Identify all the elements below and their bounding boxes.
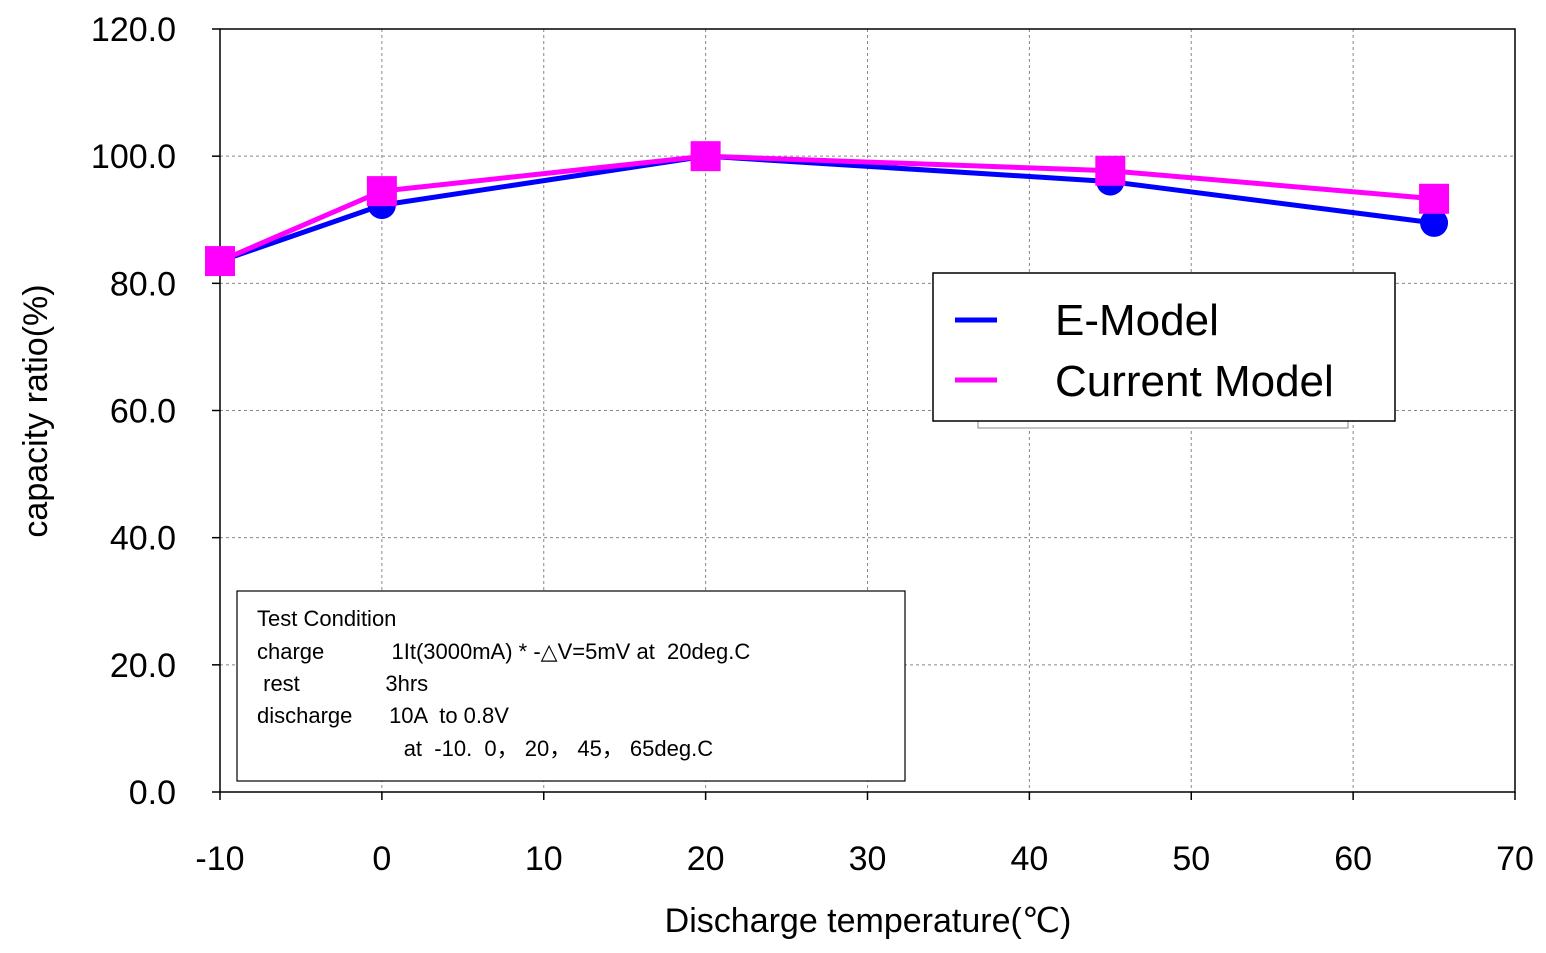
x-tick-label: 10 — [525, 840, 563, 878]
test-condition-frame — [236, 590, 906, 782]
x-axis-title: Discharge temperature(℃) — [665, 902, 1072, 940]
y-tick-label: 0.0 — [129, 774, 176, 812]
data-point-current-model — [690, 141, 721, 172]
x-tick-label: 70 — [1496, 840, 1534, 878]
y-tick-label: 20.0 — [110, 647, 176, 685]
x-tick-label: 20 — [687, 840, 725, 878]
x-tick-label: -10 — [195, 840, 244, 878]
data-point-current-model — [366, 176, 397, 207]
x-tick-label: 50 — [1172, 840, 1210, 878]
y-axis: 0.0 20.0 40.0 60.0 80.0 100.0 120.0 — [91, 11, 220, 812]
data-point-current-model — [1419, 183, 1450, 214]
y-tick-label: 60.0 — [110, 393, 176, 431]
y-tick-label: 80.0 — [110, 265, 176, 303]
data-point-e-model — [1420, 208, 1449, 237]
legend-box — [932, 272, 1396, 422]
series-layer — [205, 141, 1450, 277]
legend-label-e-model: E-Model — [1055, 296, 1219, 345]
test-condition-discharge: discharge 10A to 0.8V — [257, 703, 509, 728]
test-condition-rest: rest 3hrs — [257, 671, 428, 696]
x-tick-label: 40 — [1010, 840, 1048, 878]
y-axis-title: capacity ratio(%) — [17, 284, 55, 537]
data-point-current-model — [1095, 155, 1126, 186]
data-point-current-model — [205, 246, 235, 277]
test-condition-temperatures: at -10. 0， 20， 45， 65deg.C — [257, 736, 713, 761]
test-condition-title: Test Condition — [257, 606, 396, 631]
x-axis: -10 0 10 20 30 40 50 60 70 — [195, 792, 1534, 878]
series-line-e-model — [219, 153, 1435, 264]
x-tick-label: 30 — [849, 840, 887, 878]
y-tick-label: 100.0 — [91, 138, 176, 176]
test-condition-charge: charge 1It(3000mA) * -△V=5mV at 20deg.C — [257, 639, 750, 664]
legend: E-Model Current Model — [932, 272, 1396, 429]
x-tick-label: 60 — [1334, 840, 1372, 878]
series-line-current-model — [219, 153, 1435, 264]
legend-label-current-model: Current Model — [1055, 357, 1334, 406]
test-condition-box: Test Condition charge 1It(3000mA) * -△V=… — [236, 590, 906, 782]
y-tick-label: 40.0 — [110, 520, 176, 558]
series-current-model — [205, 141, 1450, 277]
x-tick-label: 0 — [372, 840, 391, 878]
y-tick-label: 120.0 — [91, 11, 176, 49]
